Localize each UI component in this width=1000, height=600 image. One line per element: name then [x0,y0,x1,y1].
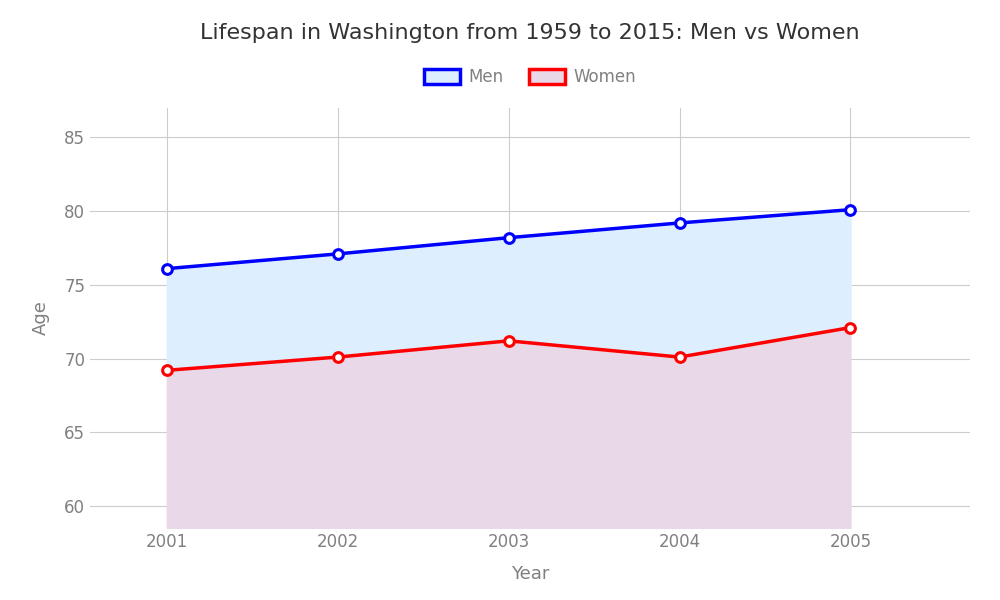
X-axis label: Year: Year [511,565,549,583]
Title: Lifespan in Washington from 1959 to 2015: Men vs Women: Lifespan in Washington from 1959 to 2015… [200,23,860,43]
Legend: Men, Women: Men, Women [417,62,643,93]
Y-axis label: Age: Age [32,301,50,335]
